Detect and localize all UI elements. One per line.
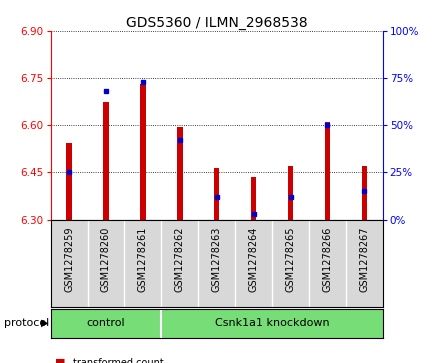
Bar bbox=[251, 177, 257, 220]
Bar bbox=[140, 84, 146, 220]
Bar bbox=[103, 102, 109, 220]
Text: control: control bbox=[87, 318, 125, 328]
Bar bbox=[66, 143, 72, 220]
Text: GSM1278265: GSM1278265 bbox=[286, 227, 296, 292]
Text: GSM1278261: GSM1278261 bbox=[138, 227, 148, 292]
Text: Csnk1a1 knockdown: Csnk1a1 knockdown bbox=[215, 318, 330, 328]
Text: GSM1278264: GSM1278264 bbox=[249, 227, 259, 292]
Text: GSM1278259: GSM1278259 bbox=[64, 227, 74, 292]
Text: ▶: ▶ bbox=[41, 318, 48, 328]
Bar bbox=[325, 122, 330, 220]
Text: protocol: protocol bbox=[4, 318, 50, 328]
Bar bbox=[362, 166, 367, 220]
Text: GSM1278266: GSM1278266 bbox=[323, 227, 333, 292]
Text: GSM1278267: GSM1278267 bbox=[359, 227, 369, 292]
Text: GSM1278260: GSM1278260 bbox=[101, 227, 111, 292]
Bar bbox=[288, 166, 293, 220]
Text: ■: ■ bbox=[55, 358, 66, 363]
Text: GSM1278262: GSM1278262 bbox=[175, 227, 185, 292]
Bar bbox=[214, 168, 220, 220]
Text: GSM1278263: GSM1278263 bbox=[212, 227, 222, 292]
Title: GDS5360 / ILMN_2968538: GDS5360 / ILMN_2968538 bbox=[126, 16, 308, 30]
Bar bbox=[177, 127, 183, 220]
Text: transformed count: transformed count bbox=[73, 358, 163, 363]
